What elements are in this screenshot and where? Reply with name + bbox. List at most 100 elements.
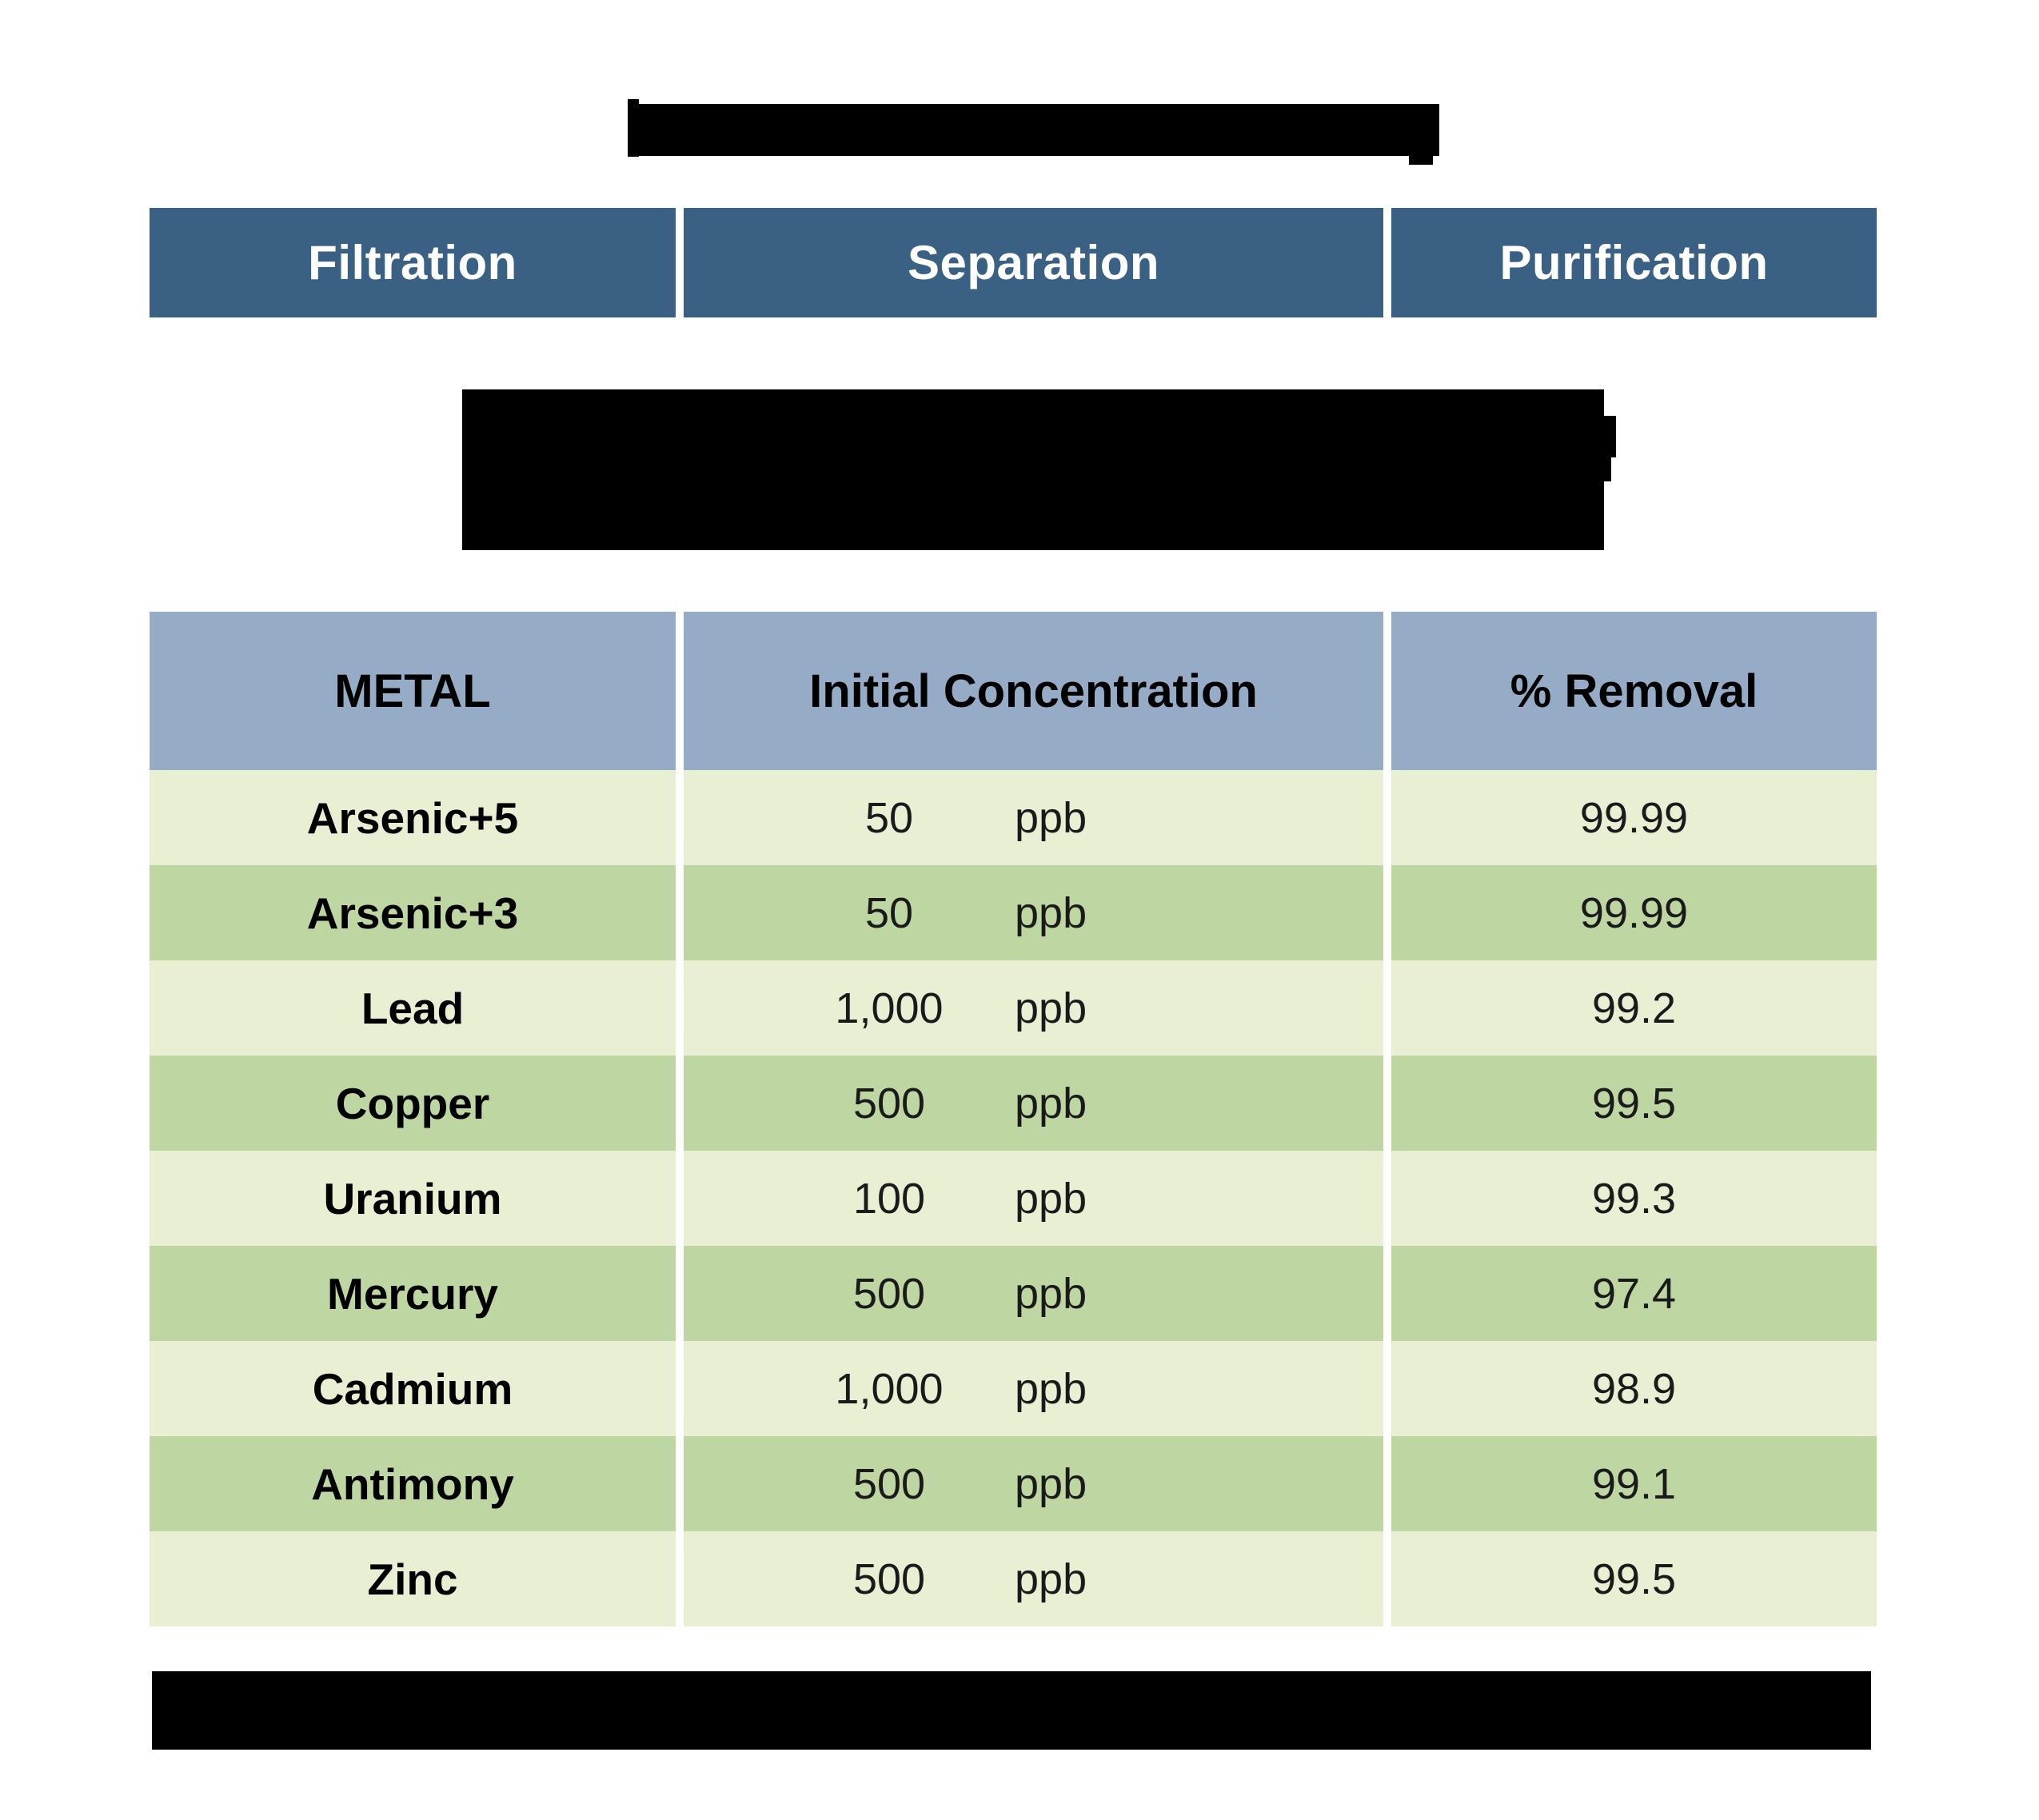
row-divider-1 <box>676 1246 684 1341</box>
row-divider-1 <box>676 960 684 1056</box>
column-header-metal-label: METAL <box>334 665 491 717</box>
row-divider-2 <box>1383 960 1391 1056</box>
redacted-title-bar <box>628 104 1439 156</box>
metal-name: Copper <box>335 1078 490 1128</box>
process-band-divider-2 <box>1383 208 1391 317</box>
table-row: Uranium 100 ppb 99.3 <box>150 1151 1877 1246</box>
concentration-unit: ppb <box>1015 1555 1087 1603</box>
metal-name: Arsenic+3 <box>306 888 519 938</box>
removal-value: 99.99 <box>1579 888 1689 937</box>
concentration-value: 500 <box>852 1079 926 1128</box>
row-divider-2 <box>1383 1436 1391 1531</box>
column-header-percent-removal-label: % Removal <box>1510 665 1758 717</box>
concentration-value: 50 <box>864 793 914 842</box>
row-divider-2 <box>1383 1531 1391 1626</box>
column-header-metal: METAL <box>150 612 676 770</box>
cell-removal: 98.9 <box>1391 1341 1877 1436</box>
row-divider-2 <box>1383 1341 1391 1436</box>
cell-metal: Lead <box>150 960 676 1056</box>
removal-value: 99.2 <box>1591 984 1677 1032</box>
cell-metal: Antimony <box>150 1436 676 1531</box>
table-row: Antimony 500 ppb 99.1 <box>150 1436 1877 1531</box>
table-column-divider-1 <box>676 612 684 770</box>
table-row: Zinc 500 ppb 99.5 <box>150 1531 1877 1626</box>
table-row: Arsenic+5 50 ppb 99.99 <box>150 770 1877 865</box>
metal-name: Arsenic+5 <box>306 792 519 843</box>
column-header-initial-concentration: Initial Concentration <box>684 612 1383 770</box>
process-step-filtration[interactable]: Filtration <box>150 208 676 317</box>
metal-name: Uranium <box>323 1173 502 1223</box>
table-column-divider-2 <box>1383 612 1391 770</box>
table-row: Lead 1,000 ppb 99.2 <box>150 960 1877 1056</box>
table-row: Cadmium 1,000 ppb 98.9 <box>150 1341 1877 1436</box>
cell-removal: 99.3 <box>1391 1151 1877 1246</box>
row-divider-1 <box>676 1436 684 1531</box>
redacted-title-period <box>1409 144 1433 165</box>
removal-value: 97.4 <box>1591 1269 1677 1318</box>
cell-metal: Mercury <box>150 1246 676 1341</box>
concentration-value: 500 <box>852 1555 926 1603</box>
cell-removal: 99.1 <box>1391 1436 1877 1531</box>
process-step-purification[interactable]: Purification <box>1391 208 1877 317</box>
cell-metal: Uranium <box>150 1151 676 1246</box>
redacted-subtitle-notch-lower <box>1595 457 1611 481</box>
concentration-value: 1,000 <box>835 1364 944 1413</box>
cell-removal: 99.2 <box>1391 960 1877 1056</box>
table-header-row: METAL Initial Concentration % Removal <box>150 612 1877 770</box>
row-divider-1 <box>676 865 684 960</box>
row-divider-2 <box>1383 1056 1391 1151</box>
redacted-footer-bar <box>152 1671 1871 1750</box>
redacted-title-bar-edge <box>628 99 639 157</box>
metal-name: Zinc <box>367 1554 458 1604</box>
column-header-percent-removal: % Removal <box>1391 612 1877 770</box>
cell-concentration: 500 ppb <box>684 1246 1383 1341</box>
cell-concentration: 50 ppb <box>684 770 1383 865</box>
removal-value: 99.99 <box>1579 793 1689 842</box>
process-band: Filtration Separation Purification <box>150 208 1877 317</box>
removal-value: 99.3 <box>1591 1174 1677 1223</box>
concentration-value: 1,000 <box>835 984 944 1032</box>
column-header-initial-concentration-label: Initial Concentration <box>809 665 1258 717</box>
concentration-value: 50 <box>864 888 914 937</box>
cell-metal: Copper <box>150 1056 676 1151</box>
concentration-value: 500 <box>852 1459 926 1508</box>
process-step-purification-label: Purification <box>1499 236 1769 289</box>
table-row: Mercury 500 ppb 97.4 <box>150 1246 1877 1341</box>
cell-concentration: 50 ppb <box>684 865 1383 960</box>
removal-value: 99.5 <box>1591 1079 1677 1128</box>
cell-concentration: 1,000 ppb <box>684 960 1383 1056</box>
removal-value: 99.1 <box>1591 1459 1677 1508</box>
metal-removal-table: METAL Initial Concentration % Removal Ar… <box>150 612 1877 1626</box>
concentration-unit: ppb <box>1015 793 1087 842</box>
cell-concentration: 100 ppb <box>684 1151 1383 1246</box>
concentration-unit: ppb <box>1015 984 1087 1032</box>
table-row: Copper 500 ppb 99.5 <box>150 1056 1877 1151</box>
process-step-separation[interactable]: Separation <box>684 208 1383 317</box>
metal-name: Lead <box>361 983 465 1033</box>
removal-value: 99.5 <box>1591 1555 1677 1603</box>
process-band-divider-1 <box>676 208 684 317</box>
row-divider-2 <box>1383 1151 1391 1246</box>
row-divider-1 <box>676 1151 684 1246</box>
row-divider-1 <box>676 1531 684 1626</box>
row-divider-2 <box>1383 865 1391 960</box>
table-row: Arsenic+3 50 ppb 99.99 <box>150 865 1877 960</box>
cell-concentration: 500 ppb <box>684 1056 1383 1151</box>
row-divider-2 <box>1383 1246 1391 1341</box>
concentration-unit: ppb <box>1015 1174 1087 1223</box>
metal-name: Antimony <box>311 1459 514 1509</box>
concentration-unit: ppb <box>1015 1459 1087 1508</box>
concentration-unit: ppb <box>1015 1269 1087 1318</box>
cell-metal: Arsenic+3 <box>150 865 676 960</box>
redacted-subtitle-notch-upper <box>1595 416 1616 457</box>
cell-concentration: 1,000 ppb <box>684 1341 1383 1436</box>
cell-removal: 99.5 <box>1391 1531 1877 1626</box>
cell-metal: Cadmium <box>150 1341 676 1436</box>
metal-name: Cadmium <box>312 1363 513 1414</box>
cell-metal: Arsenic+5 <box>150 770 676 865</box>
cell-removal: 99.99 <box>1391 865 1877 960</box>
redacted-subtitle-block <box>462 389 1604 550</box>
removal-value: 98.9 <box>1591 1364 1677 1413</box>
cell-concentration: 500 ppb <box>684 1531 1383 1626</box>
row-divider-2 <box>1383 770 1391 865</box>
